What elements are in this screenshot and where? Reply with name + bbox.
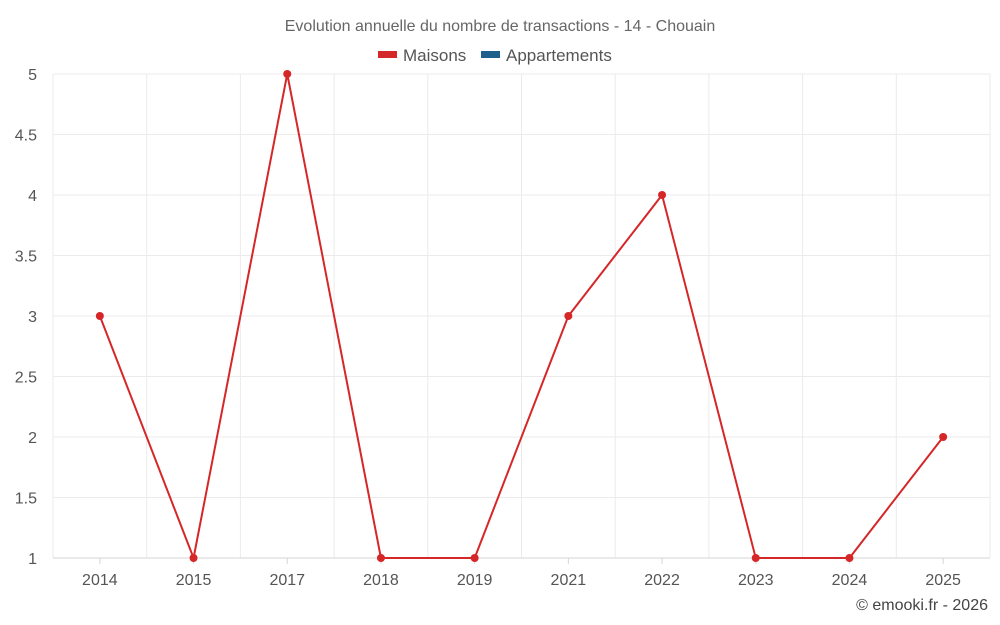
data-point[interactable] — [564, 312, 573, 320]
y-tick-label: 1.5 — [15, 491, 37, 508]
legend: Maisons Appartements — [378, 46, 612, 65]
x-tick-label: 2018 — [363, 572, 399, 589]
x-tick-label: 2015 — [176, 572, 212, 589]
y-tick-label: 3.5 — [15, 249, 37, 266]
legend-swatch-maisons — [378, 51, 397, 58]
chart-title: Evolution annuelle du nombre de transact… — [285, 18, 716, 35]
data-point[interactable] — [939, 433, 948, 441]
data-point[interactable] — [845, 554, 854, 562]
x-tick-label: 2023 — [738, 572, 774, 589]
axes: 1 1.5 2 2.5 3 3.5 4 4.5 5 2014 2015 2017 2018 2019 202… — [15, 67, 990, 589]
y-tick-label: 2.5 — [15, 370, 37, 387]
data-point[interactable] — [283, 70, 292, 78]
data-point[interactable] — [376, 554, 385, 562]
x-tick-label: 2019 — [457, 572, 493, 589]
legend-label-appartements: Appartements — [506, 46, 612, 65]
data-point[interactable] — [95, 312, 104, 320]
x-tick-label: 2024 — [832, 572, 868, 589]
x-tick-label: 2022 — [644, 572, 680, 589]
x-tick-label: 2017 — [269, 572, 305, 589]
data-point[interactable] — [658, 191, 667, 199]
x-tick-label: 2021 — [551, 572, 587, 589]
series-maisons — [95, 70, 948, 562]
legend-item-maisons[interactable]: Maisons — [378, 46, 466, 65]
legend-label-maisons: Maisons — [403, 46, 466, 65]
y-tick-label: 4.5 — [15, 128, 37, 145]
y-tick-label: 3 — [28, 309, 37, 326]
x-tick-label: 2025 — [925, 572, 961, 589]
y-tick-label: 5 — [28, 67, 37, 84]
data-point[interactable] — [470, 554, 479, 562]
y-tick-label: 1 — [28, 551, 37, 568]
data-point[interactable] — [751, 554, 760, 562]
data-point[interactable] — [189, 554, 198, 562]
grid — [52, 73, 991, 559]
series-line — [98, 73, 944, 559]
credit-text: © emooki.fr - 2026 — [856, 597, 988, 614]
y-tick-label: 2 — [28, 430, 37, 447]
legend-item-appartements[interactable]: Appartements — [481, 46, 612, 65]
legend-swatch-appartements — [481, 51, 500, 58]
y-tick-label: 4 — [28, 188, 37, 205]
x-tick-label: 2014 — [82, 572, 118, 589]
